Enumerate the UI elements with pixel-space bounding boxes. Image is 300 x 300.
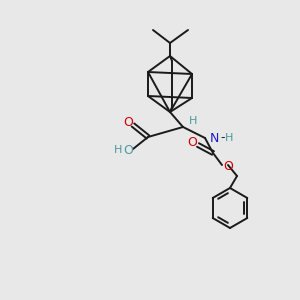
Text: O: O <box>187 136 197 149</box>
Text: H: H <box>225 133 233 143</box>
Text: O: O <box>123 116 133 128</box>
Text: H: H <box>189 116 197 126</box>
Text: O: O <box>123 143 133 157</box>
Text: -: - <box>221 131 225 145</box>
Text: H: H <box>114 145 122 155</box>
Text: N: N <box>210 131 219 145</box>
Text: O: O <box>223 160 233 172</box>
